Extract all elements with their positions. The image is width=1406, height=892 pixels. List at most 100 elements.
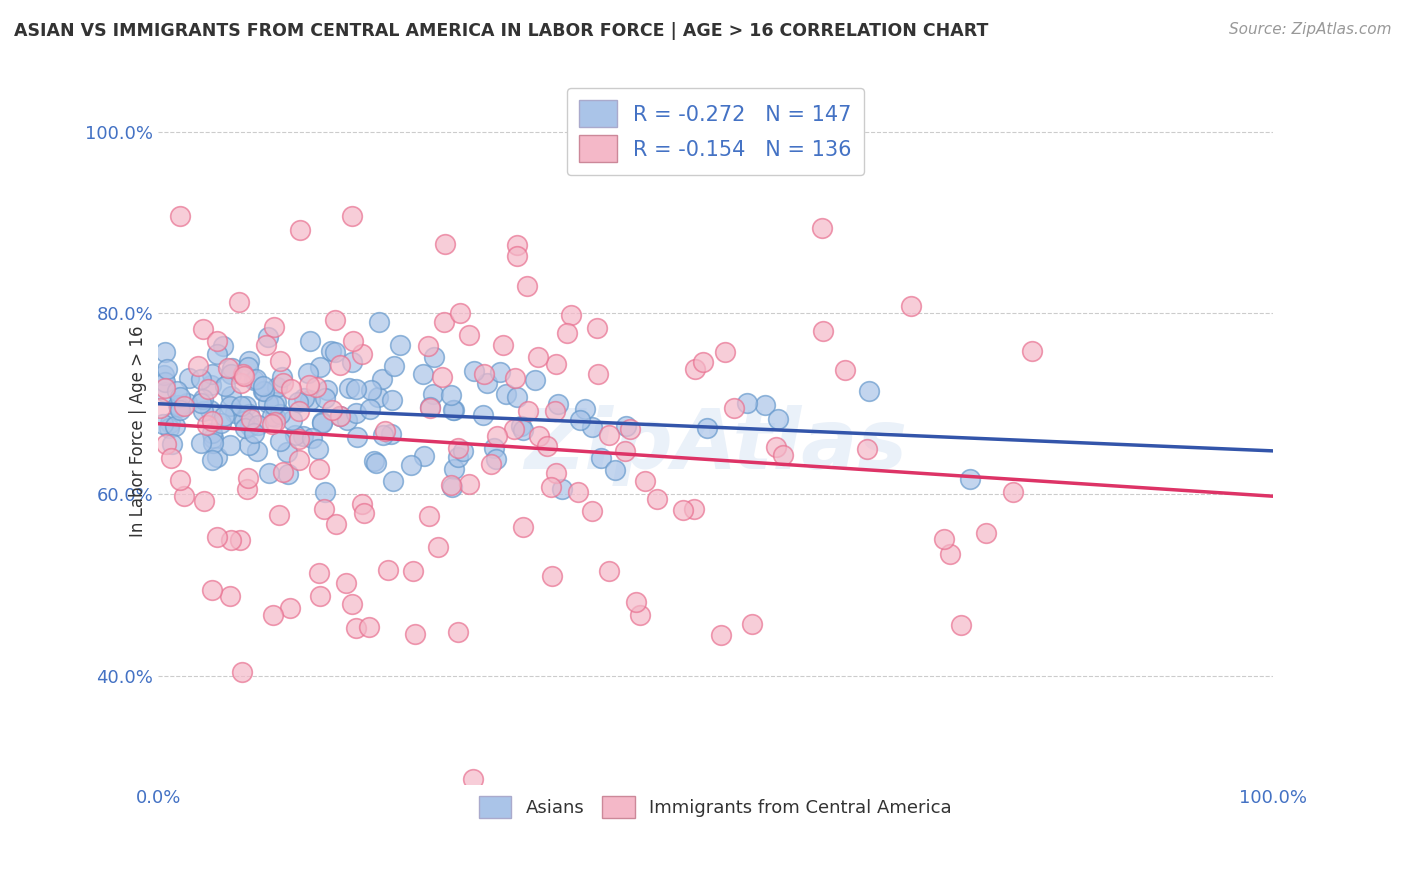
- Point: [271, 465, 294, 479]
- Point: [217, 360, 239, 375]
- Point: [297, 366, 319, 380]
- Point: [214, 379, 236, 393]
- Point: [696, 421, 718, 435]
- Point: [472, 408, 495, 422]
- Point: [371, 372, 394, 386]
- Point: [419, 400, 441, 414]
- Point: [260, 417, 283, 432]
- Point: [311, 416, 333, 430]
- Point: [544, 357, 567, 371]
- Point: [614, 419, 637, 434]
- Point: [278, 601, 301, 615]
- Point: [197, 382, 219, 396]
- Point: [229, 376, 252, 390]
- Point: [503, 422, 526, 436]
- Point: [366, 390, 388, 404]
- Point: [284, 428, 307, 442]
- Point: [443, 403, 465, 417]
- Point: [288, 432, 311, 446]
- Point: [202, 436, 225, 450]
- Point: [201, 367, 224, 381]
- Point: [269, 354, 291, 368]
- Point: [177, 371, 200, 385]
- Point: [495, 387, 517, 401]
- Point: [472, 367, 495, 381]
- Point: [710, 628, 733, 642]
- Point: [298, 392, 321, 407]
- Point: [382, 359, 405, 374]
- Point: [205, 450, 228, 465]
- Point: [231, 665, 253, 679]
- Point: [516, 403, 538, 417]
- Point: [277, 467, 299, 481]
- Point: [765, 440, 787, 454]
- Point: [297, 377, 319, 392]
- Point: [363, 454, 385, 468]
- Point: [149, 401, 172, 415]
- Point: [269, 434, 291, 448]
- Point: [166, 384, 188, 398]
- Point: [512, 423, 534, 437]
- Point: [685, 362, 707, 376]
- Point: [305, 379, 328, 393]
- Point: [458, 328, 481, 343]
- Point: [381, 393, 404, 408]
- Point: [342, 598, 364, 612]
- Point: [323, 313, 346, 327]
- Point: [714, 345, 737, 359]
- Point: [239, 418, 262, 433]
- Point: [238, 407, 260, 421]
- Point: [292, 428, 315, 442]
- Point: [357, 619, 380, 633]
- Point: [441, 403, 464, 417]
- Point: [309, 589, 332, 603]
- Point: [329, 409, 352, 424]
- Point: [506, 249, 529, 263]
- Text: Source: ZipAtlas.com: Source: ZipAtlas.com: [1229, 22, 1392, 37]
- Point: [269, 408, 291, 422]
- Point: [254, 337, 277, 351]
- Point: [169, 390, 191, 404]
- Point: [352, 347, 374, 361]
- Point: [155, 437, 177, 451]
- Point: [551, 482, 574, 496]
- Point: [692, 355, 714, 369]
- Point: [314, 391, 336, 405]
- Point: [546, 467, 568, 481]
- Point: [233, 369, 256, 384]
- Point: [263, 320, 285, 334]
- Point: [238, 438, 260, 452]
- Point: [340, 355, 363, 369]
- Point: [262, 409, 284, 423]
- Point: [236, 471, 259, 485]
- Point: [371, 428, 394, 442]
- Point: [527, 350, 550, 364]
- Point: [191, 392, 214, 406]
- Point: [238, 359, 260, 374]
- Point: [232, 367, 254, 381]
- Point: [247, 417, 270, 432]
- Point: [419, 401, 441, 416]
- Point: [229, 533, 252, 548]
- Point: [329, 358, 352, 372]
- Point: [153, 345, 176, 359]
- Point: [169, 209, 191, 223]
- Point: [308, 462, 330, 476]
- Point: [586, 368, 609, 382]
- Point: [811, 324, 834, 338]
- Point: [461, 772, 484, 786]
- Point: [447, 625, 470, 640]
- Point: [402, 564, 425, 578]
- Point: [433, 237, 456, 252]
- Point: [270, 370, 292, 384]
- Point: [246, 443, 269, 458]
- Point: [412, 449, 434, 463]
- Point: [165, 418, 187, 433]
- Point: [404, 627, 426, 641]
- Point: [482, 441, 505, 455]
- Point: [336, 413, 359, 427]
- Point: [440, 388, 463, 402]
- Point: [308, 360, 330, 375]
- Point: [160, 437, 183, 451]
- Point: [574, 401, 596, 416]
